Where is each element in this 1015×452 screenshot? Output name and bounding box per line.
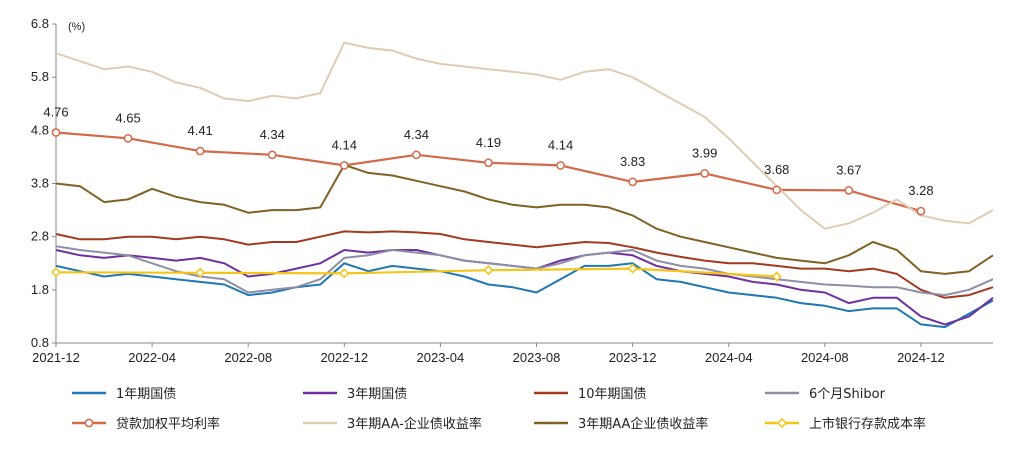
x-tick-label: 2022-04 <box>128 350 176 365</box>
series-point-4 <box>195 146 205 156</box>
series-point-7 <box>50 267 62 278</box>
data-label: 3.99 <box>692 145 717 160</box>
series-point-4 <box>556 161 565 170</box>
series-point-4 <box>916 206 926 216</box>
x-axis: 2021-12 2022-04 2022-08 2022-12 2023-04 2023-… <box>32 342 993 365</box>
series-point-7 <box>483 265 494 276</box>
x-tick-label: 2024-04 <box>705 350 753 365</box>
series-point-4 <box>123 133 133 143</box>
series-point-7 <box>771 271 782 282</box>
series-point-7 <box>195 267 206 278</box>
y-tick-label: 4.8 <box>31 122 49 137</box>
legend-item: 3年期国债 <box>303 387 407 402</box>
legend-label: 3年期AA-企业债收益率 <box>347 416 482 432</box>
data-label: 3.68 <box>764 162 789 177</box>
data-label: 3.67 <box>836 162 861 177</box>
y-tick-label: 6.8 <box>31 16 49 31</box>
series-layer <box>55 41 994 329</box>
legend-label: 10年期国债 <box>578 387 647 402</box>
legend-item: 10年期国债 <box>534 387 647 402</box>
x-tick-label: 2023-04 <box>417 350 465 365</box>
y-tick-label: 2.8 <box>31 229 49 244</box>
series-point-4 <box>267 150 277 160</box>
series-point-4 <box>628 177 637 187</box>
legend-item: 1年期国债 <box>72 387 176 402</box>
series-point-4 <box>844 186 854 195</box>
legend-item: 6个月Shibor <box>765 387 886 402</box>
data-label: 4.65 <box>115 110 140 125</box>
x-tick-label: 2024-08 <box>801 350 849 365</box>
data-label: 4.41 <box>187 123 212 138</box>
y-axis: 0.8 1.8 2.8 3.8 4.8 5.8 6.8 <box>31 16 57 350</box>
x-tick-label: 2022-12 <box>320 350 368 365</box>
data-label: 4.76 <box>43 104 68 119</box>
data-label-layer: 4.76 4.65 4.41 4.34 4.14 4.34 4.19 4.14 3.83 3.99… <box>43 104 933 198</box>
legend-item: 3年期AA-企业债收益率 <box>303 416 482 432</box>
data-label: 3.28 <box>908 183 933 198</box>
series-point-4 <box>412 150 421 160</box>
series-line-3 <box>55 245 994 297</box>
series-line-6 <box>55 163 994 275</box>
legend-item: 3年期AA企业债收益率 <box>534 416 708 432</box>
y-tick-label: 3.8 <box>31 176 49 191</box>
data-label: 4.34 <box>260 127 285 142</box>
legend-marker <box>84 418 94 428</box>
legend-item: 上市银行存款成本率 <box>765 416 926 432</box>
legend-item: 贷款加权平均利率 <box>72 416 220 432</box>
series-line-0 <box>55 262 994 329</box>
y-tick-label: 5.8 <box>31 69 49 84</box>
series-line-1 <box>55 249 994 326</box>
y-tick-label: 0.8 <box>31 335 49 350</box>
series-point-4 <box>772 185 782 195</box>
series-point-4 <box>484 158 493 168</box>
data-label: 4.14 <box>332 137 357 152</box>
series-point-4 <box>700 169 710 178</box>
marker-layer <box>50 128 926 282</box>
legend-label: 3年期国债 <box>347 387 407 402</box>
series-line-2 <box>55 230 994 299</box>
series-line-5 <box>55 41 994 230</box>
y-tick-label: 1.8 <box>31 282 49 297</box>
legend-label: 3年期AA企业债收益率 <box>578 416 708 432</box>
series-point-7 <box>627 263 638 274</box>
legend-label: 贷款加权平均利率 <box>116 416 220 432</box>
x-tick-label: 2021-12 <box>32 350 80 365</box>
series-point-7 <box>339 268 350 279</box>
unit-label: (%) <box>68 21 85 33</box>
x-tick-label: 2023-12 <box>609 350 657 365</box>
legend-label: 1年期国债 <box>116 387 176 402</box>
x-tick-label: 2023-08 <box>513 350 561 365</box>
legend-marker <box>776 417 788 429</box>
data-label: 4.34 <box>404 127 429 142</box>
x-tick-label: 2022-08 <box>224 350 272 365</box>
data-label: 3.83 <box>620 154 645 169</box>
series-line-7 <box>55 267 777 278</box>
series-point-4 <box>339 161 349 170</box>
series-point-4 <box>51 128 61 137</box>
data-label: 4.14 <box>548 137 573 152</box>
legend: 1年期国债 3年期国债 10年期国债 6个月Shibor 贷款加权平均利率 3年期AA-企… <box>72 387 926 432</box>
legend-label: 上市银行存款成本率 <box>809 416 926 432</box>
x-tick-label: 2024-12 <box>897 350 945 365</box>
legend-label: 6个月Shibor <box>809 387 886 402</box>
data-label: 4.19 <box>476 135 501 150</box>
